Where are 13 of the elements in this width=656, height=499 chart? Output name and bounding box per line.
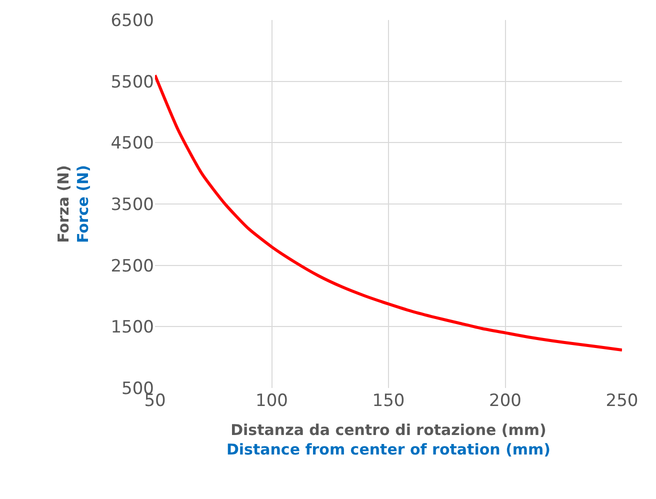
y-tick-label: 1500: [110, 318, 154, 338]
y-tick-label: 5500: [110, 72, 154, 92]
x-axis-title: Distanza da centro di rotazione (mm) Distance from center of rotation (mm): [226, 421, 551, 458]
y-tick-label: 6500: [110, 10, 154, 31]
x-tick-label: 150: [372, 391, 405, 411]
x-tick-label: 250: [606, 391, 638, 411]
y-axis-title: Forza (N) Force (N): [54, 165, 92, 243]
y-tick-label: 2500: [110, 256, 154, 276]
line-series: [155, 74, 622, 352]
x-tick-label: 200: [489, 391, 522, 411]
x-tick-label: 100: [256, 391, 288, 411]
y-tick-label: 3500: [110, 194, 154, 215]
y-tick-label: 4500: [110, 134, 154, 154]
